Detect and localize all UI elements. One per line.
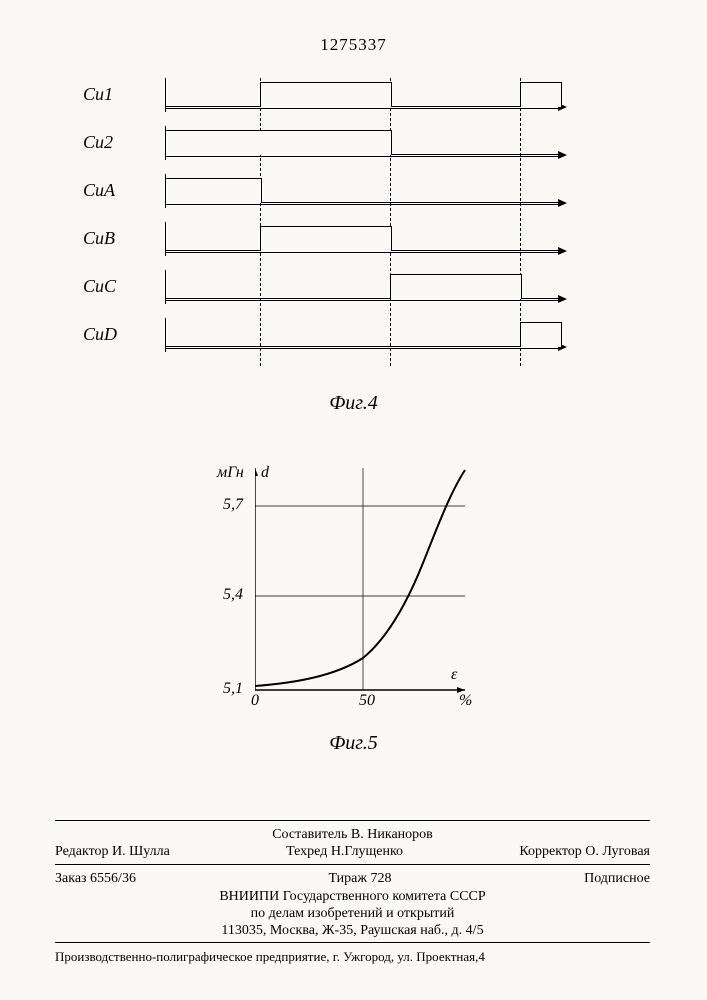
signal-row: СuC — [125, 270, 560, 316]
signal-row: СuD — [125, 318, 560, 364]
signal-baseline-2 — [165, 108, 560, 109]
x-axis-letter: ε — [451, 666, 457, 684]
rule-3 — [55, 942, 650, 943]
fig4-caption: Фиг.4 — [0, 392, 707, 415]
subscription: Подписное — [584, 870, 650, 889]
signal-pulse — [165, 178, 262, 203]
signal-row: Сu2 — [125, 126, 560, 172]
editor: Редактор И. Шулла — [55, 843, 170, 862]
signal-label: СuB — [83, 228, 115, 249]
timing-diagram: Сu1Сu2СuAСuBСuCСuD — [125, 78, 560, 388]
arrow-icon — [558, 295, 567, 303]
x-tick: 50 — [359, 692, 375, 710]
page: 1275337 Сu1Сu2СuAСuBСuCСuD Фиг.4 мГнdε%5… — [0, 0, 707, 1000]
arrow-icon — [558, 199, 567, 207]
rule-2 — [55, 864, 650, 865]
signal-pulse — [260, 226, 392, 251]
signal-label: Сu2 — [83, 132, 113, 153]
signal-baseline-2 — [165, 300, 560, 301]
corrector: Корректор О. Луговая — [519, 843, 650, 862]
signal-pulse — [260, 82, 392, 107]
signal-pulse — [520, 322, 562, 347]
signal-label: СuD — [83, 324, 117, 345]
footer-order: Заказ 6556/36 Тираж 728 Подписное — [55, 870, 650, 889]
arrow-icon — [558, 247, 567, 255]
doc-number: 1275337 — [0, 35, 707, 55]
signal-baseline-2 — [165, 252, 560, 253]
chart-curve — [255, 470, 465, 686]
y-tick: 5,1 — [223, 680, 243, 698]
fig5-caption: Фиг.5 — [0, 732, 707, 755]
arrow-icon — [558, 151, 567, 159]
signal-baseline-2 — [165, 348, 560, 349]
signal-baseline-2 — [165, 156, 560, 157]
line-chart: мГнdε%5,15,45,7050 — [255, 468, 475, 728]
signal-pulse — [390, 274, 522, 299]
y-axis-label: мГн — [217, 464, 244, 482]
signal-baseline-2 — [165, 204, 560, 205]
signal-pulse — [520, 82, 562, 107]
techred: Техред Н.Глущенко — [286, 843, 403, 862]
x-axis-unit: % — [459, 692, 472, 710]
order: Заказ 6556/36 — [55, 870, 136, 889]
series-letter: d — [261, 464, 269, 482]
signal-label: СuA — [83, 180, 115, 201]
signal-baseline — [165, 346, 560, 347]
footer-addr: 113035, Москва, Ж-35, Раушская наб., д. … — [55, 922, 650, 941]
signal-row: СuA — [125, 174, 560, 220]
y-tick: 5,7 — [223, 496, 243, 514]
signal-row: Сu1 — [125, 78, 560, 124]
footer-editors: Редактор И. Шулла Техред Н.Глущенко Корр… — [55, 843, 650, 862]
signal-pulse — [165, 130, 392, 155]
signal-row: СuB — [125, 222, 560, 268]
chart-svg — [255, 468, 475, 700]
signal-label: СuC — [83, 276, 116, 297]
y-tick: 5,4 — [223, 586, 243, 604]
signal-label: Сu1 — [83, 84, 113, 105]
x-tick: 0 — [251, 692, 259, 710]
rule-1 — [55, 820, 650, 821]
tirazh: Тираж 728 — [328, 870, 391, 889]
footer-printer: Производственно-полиграфическое предприя… — [55, 948, 650, 966]
